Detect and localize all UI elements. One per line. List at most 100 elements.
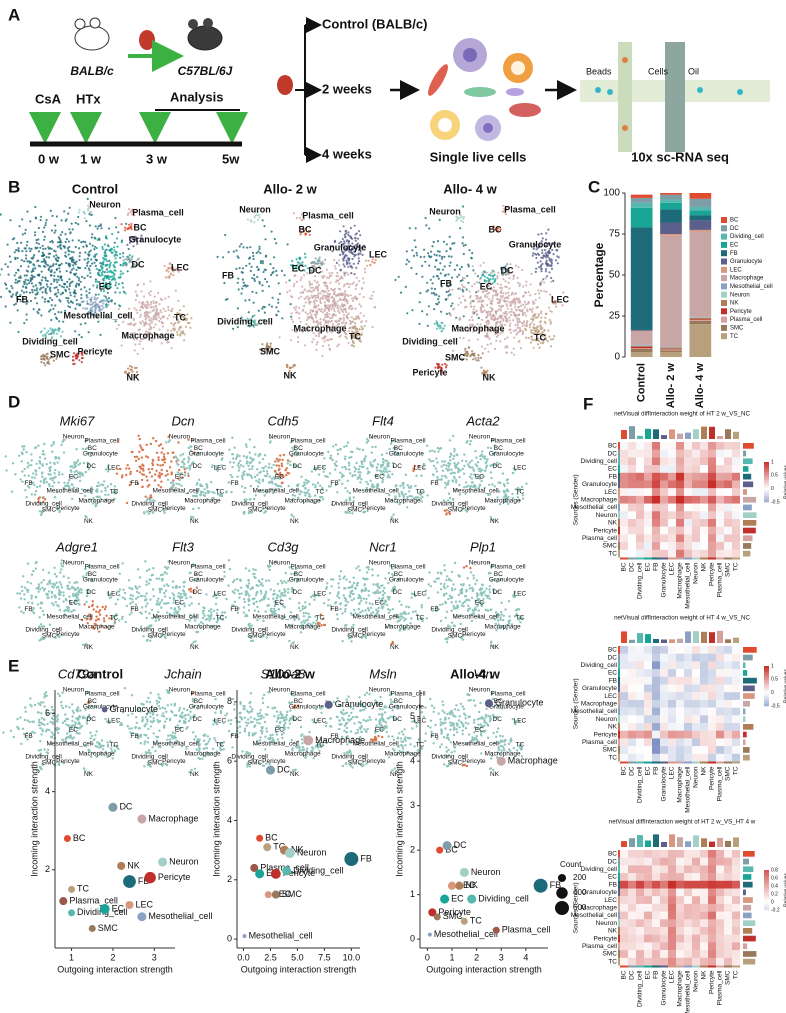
- umap-dot: [514, 329, 517, 332]
- umap-dot: [44, 224, 47, 227]
- cluster-label: Mesothelial_cell: [352, 488, 399, 495]
- umap-dot: [261, 262, 264, 265]
- umap-dot: [108, 266, 111, 269]
- feature-dot: [155, 469, 158, 472]
- feature-dot: [63, 609, 66, 613]
- umap-dot: [21, 218, 24, 221]
- umap-dot: [295, 305, 298, 308]
- umap-dot: [29, 220, 32, 223]
- umap-dot: [314, 316, 318, 319]
- umap-dot: [128, 307, 131, 310]
- umap-dot: [146, 301, 149, 304]
- legend-label: Macrophage: [730, 276, 764, 282]
- umap-dot: [11, 293, 14, 296]
- umap-dot: [525, 323, 528, 326]
- bar-segment: [630, 345, 653, 347]
- umap-dot: [53, 278, 56, 281]
- feature-dot: [150, 475, 154, 478]
- umap-dot: [100, 227, 103, 230]
- umap-dot: [135, 371, 139, 374]
- legend-swatch: [721, 291, 727, 298]
- feature-dot: [40, 513, 43, 517]
- umap-dot: [107, 227, 111, 230]
- umap-dot: [514, 314, 517, 318]
- umap-dot: [311, 309, 314, 312]
- umap-dot: [16, 291, 19, 294]
- umap-dot: [497, 271, 500, 274]
- feature-dot: [65, 599, 68, 602]
- umap-dot: [124, 261, 127, 264]
- feature-dot: [151, 458, 155, 462]
- umap-dot: [285, 365, 289, 369]
- umap-dot: [519, 309, 522, 313]
- cluster-label: Macrophage: [79, 497, 116, 504]
- cluster-label: NK: [190, 518, 200, 525]
- umap-dot: [68, 278, 71, 281]
- umap-dot: [482, 369, 486, 372]
- umap-dot: [321, 344, 325, 347]
- umap-dot: [343, 240, 346, 243]
- umap-dot: [301, 330, 304, 333]
- feature-dot: [280, 481, 284, 485]
- umap-dot: [298, 317, 301, 320]
- feature-dot: [225, 490, 228, 493]
- umap-dot: [16, 281, 19, 284]
- umap-dot: [306, 316, 310, 319]
- cluster-label: Plasma_cell: [504, 204, 556, 214]
- umap-dot: [114, 291, 117, 294]
- umap-dot: [71, 301, 74, 304]
- umap-dot: [449, 293, 452, 296]
- umap-dot: [372, 261, 375, 264]
- umap-dot: [92, 255, 95, 258]
- umap-dot: [486, 343, 489, 346]
- feature-dot: [261, 457, 265, 461]
- umap-dot: [352, 246, 355, 249]
- umap-dot: [100, 262, 103, 265]
- feature-dot: [346, 479, 349, 483]
- cluster-label: Macrophage: [121, 330, 174, 340]
- umap-dot: [470, 300, 473, 303]
- umap-dot: [472, 312, 475, 315]
- bar-segment: [689, 193, 712, 199]
- umap-dot: [502, 304, 505, 308]
- umap-dot: [459, 268, 462, 271]
- umap-dot: [336, 345, 339, 348]
- umap-dot: [86, 274, 89, 277]
- umap-dot: [456, 216, 460, 219]
- umap-dot: [88, 213, 91, 216]
- umap-dot: [85, 220, 88, 223]
- umap-dot: [534, 270, 537, 273]
- umap-dot: [326, 299, 329, 302]
- feature-dot: [87, 605, 91, 609]
- feature-dot: [82, 461, 86, 465]
- umap-dot: [94, 264, 97, 267]
- feature-dot: [40, 581, 43, 584]
- feature-dot: [116, 440, 120, 444]
- umap-dot: [552, 253, 555, 256]
- umap-dot: [150, 340, 153, 343]
- umap-dot: [356, 237, 360, 240]
- umap-dot: [46, 352, 49, 355]
- feature-dot: [168, 466, 172, 469]
- umap-dot: [310, 294, 313, 297]
- umap-dot: [223, 281, 226, 285]
- umap-dot: [53, 231, 56, 234]
- umap-dot: [73, 295, 76, 298]
- umap-dot: [292, 320, 295, 323]
- cluster-label: Macrophage: [451, 323, 504, 333]
- umap-dot: [35, 247, 38, 250]
- umap-dot: [341, 277, 344, 280]
- feature-dot: [42, 568, 45, 571]
- umap-dot: [404, 285, 407, 288]
- feature-dot: [22, 448, 25, 451]
- umap-dot: [97, 225, 100, 228]
- umap-dot: [345, 254, 348, 257]
- umap-dot: [56, 281, 59, 284]
- umap-dot: [465, 358, 468, 361]
- umap-dot: [479, 264, 482, 267]
- cluster-label: EC: [275, 474, 284, 481]
- feature-dot: [161, 463, 164, 467]
- feature-dot: [465, 441, 468, 444]
- umap-dot: [510, 308, 513, 311]
- feature-dot: [187, 474, 190, 477]
